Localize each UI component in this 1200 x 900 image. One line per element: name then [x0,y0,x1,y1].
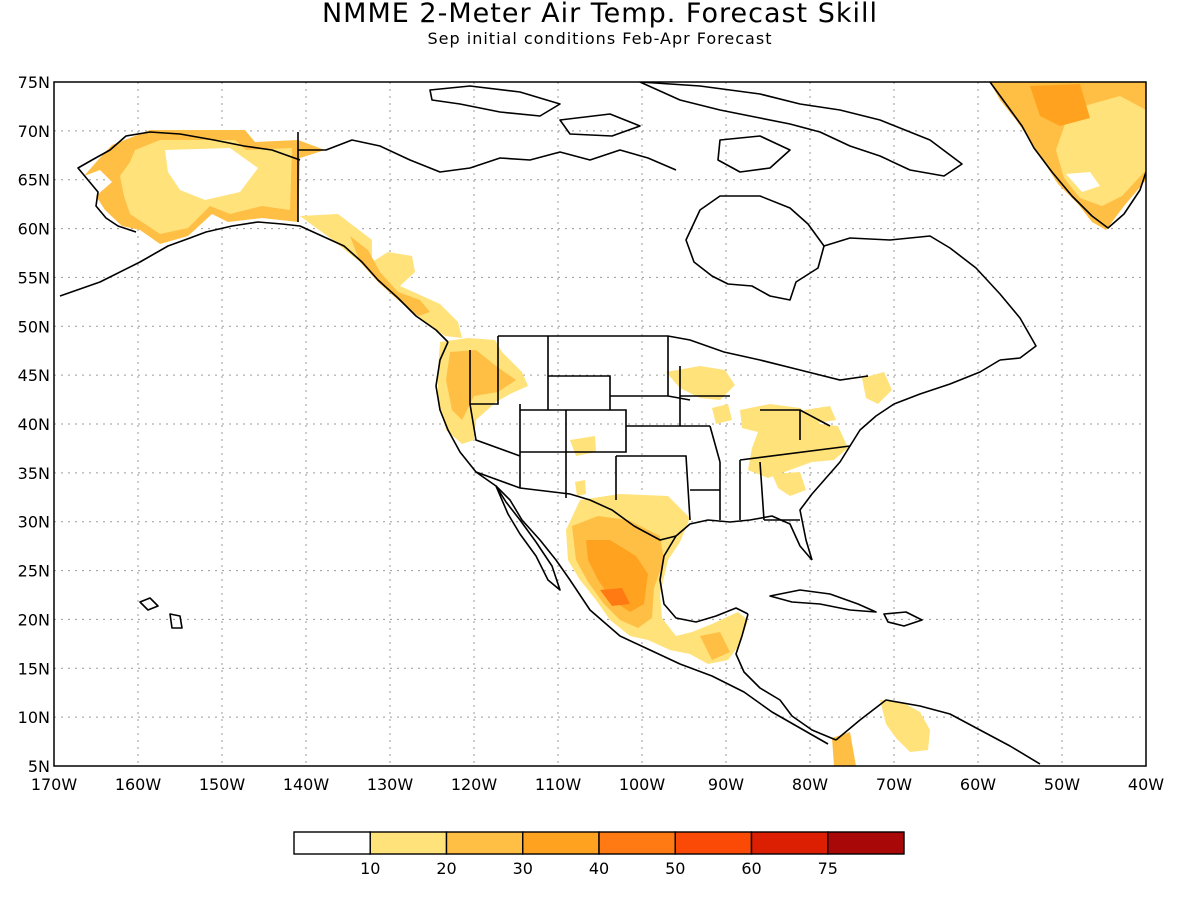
shading-se [772,472,806,496]
map-subtitle: Sep initial conditions Feb-Apr Forecast [427,29,773,48]
lat-tick-label: 55N [18,268,50,287]
legend-label: 75 [818,859,838,878]
lon-tick-label: 170W [31,775,78,794]
map-title: NMME 2-Meter Air Temp. Forecast Skill [321,0,879,29]
shading-yucatan [700,632,730,660]
shading-midwest [666,366,735,400]
legend-label: 10 [360,859,380,878]
lat-tick-label: 40N [18,415,50,434]
lon-tick-label: 110W [535,775,582,794]
lat-tick-label: 20N [18,610,50,629]
legend-label: 40 [589,859,609,878]
lat-tick-label: 35N [18,464,50,483]
legend-swatch [674,831,753,855]
lat-tick-label: 75N [18,73,50,92]
lat-tick-label: 60N [18,220,50,239]
legend-swatch [827,831,905,855]
color-legend: 10 20 30 40 50 60 75 [293,831,905,878]
lon-tick-label: 50W [1044,775,1080,794]
political-borders [297,132,869,541]
lat-tick-label: 10N [18,708,50,727]
legend-swatch [445,831,524,855]
legend-swatch [750,831,829,855]
lon-tick-label: 70W [876,775,912,794]
lon-tick-label: 80W [792,775,828,794]
shading-mexico-max [600,588,630,606]
lat-tick-label: 45N [18,366,50,385]
legend-label: 50 [665,859,685,878]
legend-swatch [369,831,448,855]
lat-tick-label: 15N [18,659,50,678]
lat-tick-label: 5N [28,757,50,776]
lon-tick-label: 60W [960,775,996,794]
skill-shading [84,82,1146,766]
lon-tick-label: 140W [283,775,330,794]
lon-tick-label: 130W [367,775,414,794]
lon-tick-label: 40W [1128,775,1164,794]
latitude-labels: 75N 70N 65N 60N 55N 50N 45N 40N 35N 30N 25N 20N 15N 1… [18,73,50,776]
lon-tick-label: 90W [708,775,744,794]
map-frame [53,81,1147,767]
shading-bc-core [350,236,430,316]
shading-east [740,404,848,478]
legend-label: 60 [741,859,761,878]
lat-tick-label: 25N [18,562,50,581]
lon-tick-label: 160W [115,775,162,794]
shading-pnw-core [446,350,516,420]
legend-swatch [293,831,371,855]
shading-colombia [832,732,856,766]
legend-swatch [598,831,676,855]
lat-tick-label: 50N [18,317,50,336]
shading-east2 [804,406,836,424]
shading-alaska-core [165,148,258,200]
shading-sw-spot2 [575,480,586,496]
lon-tick-label: 150W [199,775,246,794]
shading-mexico-core [586,540,648,612]
lat-tick-label: 30N [18,513,50,532]
shading-midwest2 [712,404,732,424]
legend-swatch [522,831,600,855]
shading-sw-spot [570,436,596,456]
shading-ne [862,372,892,404]
longitude-labels: 170W 160W 150W 140W 130W 120W 110W 100W 90W 80W 70… [31,775,1164,794]
shading-greenland-white [1066,172,1100,192]
lon-tick-label: 120W [451,775,498,794]
coastlines [59,82,1146,765]
legend-label: 30 [513,859,533,878]
legend-label: 20 [436,859,456,878]
lat-tick-label: 70N [18,122,50,141]
shading-greenland-core [1030,84,1090,126]
lat-tick-label: 65N [18,171,50,190]
shading-venezuela [880,700,930,752]
lon-tick-label: 100W [619,775,666,794]
